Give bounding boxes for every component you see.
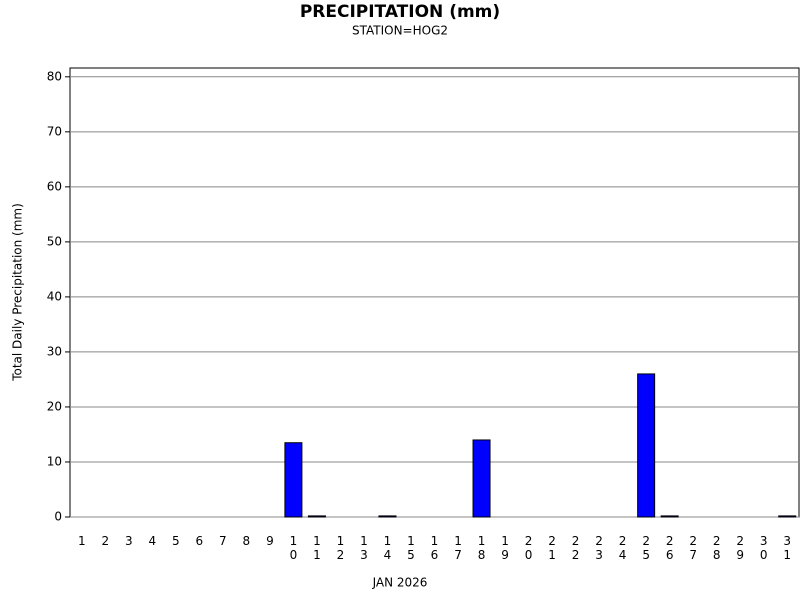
y-tick-label: 20 xyxy=(47,399,62,413)
x-tick-label: 4 xyxy=(148,534,156,548)
bar xyxy=(378,515,397,518)
y-tick-label: 70 xyxy=(47,124,62,138)
plot-frame xyxy=(69,67,800,518)
x-axis-label: JAN 2026 xyxy=(372,576,428,590)
x-tick-label: 2 xyxy=(101,534,109,548)
y-tick-label: 10 xyxy=(47,454,62,468)
y-tick-label: 50 xyxy=(47,234,62,248)
bar xyxy=(660,515,679,518)
bar xyxy=(472,439,491,518)
y-tick-label: 80 xyxy=(47,69,62,83)
bar xyxy=(284,442,303,518)
y-tick-label: 40 xyxy=(47,289,62,303)
bar xyxy=(307,515,326,518)
x-tick-label: 6 xyxy=(196,534,204,548)
x-tick-label: 9 xyxy=(266,534,274,548)
chart-subtitle: STATION=HOG2 xyxy=(352,24,448,38)
y-axis-label: Total Daily Precipitation (mm) xyxy=(11,203,25,382)
bar xyxy=(778,515,797,518)
y-tick-label: 60 xyxy=(47,179,62,193)
bar xyxy=(637,373,656,518)
x-tick-label: 8 xyxy=(243,534,251,548)
x-tick-label: 7 xyxy=(219,534,227,548)
x-tick-label: 1 xyxy=(78,534,86,548)
y-tick-label: 0 xyxy=(54,510,62,524)
x-tick-label: 3 xyxy=(125,534,133,548)
x-tick-label: 5 xyxy=(172,534,180,548)
chart-title: PRECIPITATION (mm) xyxy=(300,2,500,22)
y-tick-label: 30 xyxy=(47,344,62,358)
